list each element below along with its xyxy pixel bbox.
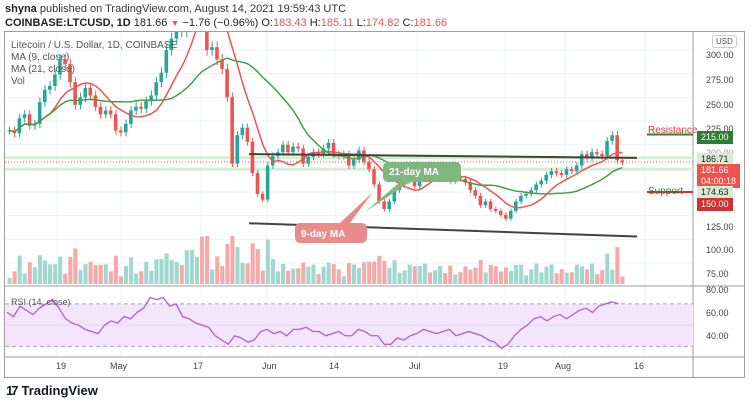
last-price-badge: 181.66 04:00:18 (697, 164, 741, 188)
close-label: C: (402, 17, 414, 29)
chart-legend: Litecoin / U.S. Dollar, 1D, COINBASE MA … (11, 40, 177, 88)
down-arrow-icon: ▼ (170, 18, 180, 28)
support-price-badge: 150.00 (697, 198, 733, 211)
price-tick: 75.00 (706, 269, 729, 279)
legend-title: Litecoin / U.S. Dollar, 1D, COINBASE (11, 40, 178, 51)
x-tick: 14 (329, 361, 340, 371)
x-tick: Aug (555, 361, 572, 371)
last-price-value: 181.66 (701, 165, 729, 175)
chart-frame (4, 31, 745, 378)
publish-text: published on TradingView.com, August 14,… (39, 3, 347, 15)
bar-countdown: 04:00:18 (701, 176, 737, 186)
close-value: 181.66 (413, 17, 448, 29)
ma21-callout[interactable]: 21-day MA (389, 167, 440, 178)
price-change: −1.76 (−0.96%) (182, 17, 259, 29)
open-value: 183.43 (273, 17, 307, 29)
resistance-label: Resistance (648, 125, 698, 136)
x-tick: Jul (409, 361, 421, 371)
support-label: Support (648, 186, 684, 197)
tradingview-logo-icon: 17 (6, 383, 19, 398)
high-line-badge: 186.71 (697, 153, 733, 166)
rsi-tick: 40.00 (706, 331, 729, 341)
publish-info: shyna published on TradingView.com, Augu… (5, 3, 346, 15)
price-tick: 250.00 (706, 100, 734, 110)
symbol-info-line: COINBASE:LTCUSD, 1D 181.66 ▼ −1.76 (−0.9… (5, 17, 447, 29)
symbol-label: COINBASE:LTCUSD, 1D (5, 17, 131, 29)
legend-ma21[interactable]: MA (21, close) (11, 64, 75, 75)
last-price: 181.66 (133, 17, 168, 29)
currency-button[interactable]: USD (712, 35, 737, 48)
x-tick: May (110, 361, 128, 371)
high-value: 185.11 (320, 17, 354, 29)
open-label: O: (261, 17, 273, 29)
chart-canvas[interactable] (5, 32, 745, 378)
rsi-legend[interactable]: RSI (14, close) (11, 297, 71, 307)
low-line-badge: 174.63 (697, 186, 733, 199)
tradingview-branding[interactable]: 17 TradingView (6, 383, 98, 398)
resistance-price-badge: 215.00 (697, 131, 733, 144)
price-tick: 125.00 (706, 222, 734, 232)
author-name[interactable]: shyna (5, 3, 37, 15)
x-tick: 16 (634, 361, 645, 371)
low-value: 174.82 (365, 17, 400, 29)
rsi-tick: 80.00 (706, 285, 729, 295)
brand-name: TradingView (21, 383, 98, 398)
high-label: H: (309, 17, 321, 29)
legend-ma9[interactable]: MA (9, close) (11, 52, 70, 63)
price-tick: 300.00 (706, 50, 734, 60)
legend-volume[interactable]: Vol (11, 76, 25, 87)
price-tick: 275.00 (706, 75, 734, 85)
x-tick: 19 (56, 361, 67, 371)
x-tick: 19 (498, 361, 509, 371)
rsi-tick: 60.00 (706, 308, 729, 318)
low-label: L: (356, 17, 366, 29)
ma9-callout[interactable]: 9-day MA (301, 229, 346, 240)
price-tick: 100.00 (706, 245, 734, 255)
x-tick: Jun (262, 361, 277, 371)
x-tick: 17 (193, 361, 204, 371)
price-tick: 225.00 (706, 124, 734, 134)
